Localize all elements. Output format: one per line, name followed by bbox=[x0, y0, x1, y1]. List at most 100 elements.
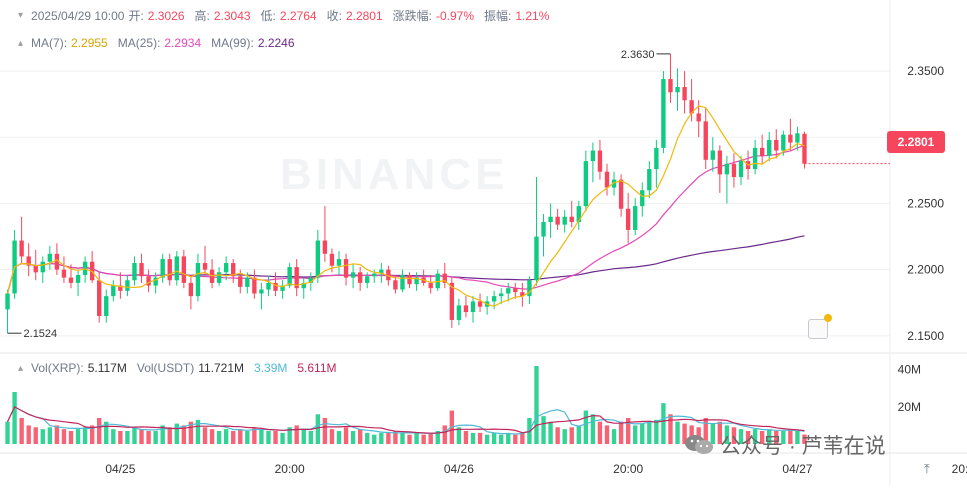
volume-bar bbox=[280, 432, 285, 444]
volume-bar bbox=[442, 425, 447, 444]
volume-bar bbox=[604, 425, 610, 444]
volume-bar bbox=[238, 429, 243, 444]
candle-body bbox=[548, 216, 553, 223]
volume-bar bbox=[710, 423, 715, 444]
ma7-label: MA(7): bbox=[31, 36, 68, 50]
volume-bar bbox=[315, 414, 321, 444]
candle-body bbox=[132, 263, 137, 281]
volume-bar bbox=[132, 427, 137, 444]
candle-body bbox=[456, 305, 462, 320]
volume-bar bbox=[259, 429, 264, 444]
candle-body bbox=[223, 263, 229, 273]
volume-bar bbox=[5, 421, 10, 444]
volume-bar bbox=[160, 425, 165, 444]
candle-body bbox=[336, 259, 342, 266]
candle-body bbox=[527, 280, 532, 297]
volume-bar bbox=[682, 423, 687, 444]
chevron-up-icon[interactable]: ▴ bbox=[18, 37, 24, 49]
volume-bar bbox=[301, 429, 306, 444]
volume-bar bbox=[343, 427, 349, 444]
volume-bar bbox=[633, 425, 638, 444]
volume-bar bbox=[400, 432, 405, 444]
wechat-watermark: 公众号 · 芦苇在说 bbox=[684, 430, 886, 460]
candle-body bbox=[146, 276, 151, 286]
candle-body bbox=[428, 282, 433, 289]
candle-body bbox=[188, 282, 194, 297]
volume-tick-label: 20M bbox=[898, 400, 921, 414]
candle-body bbox=[767, 139, 772, 156]
candle-body bbox=[160, 259, 165, 278]
volume-bar bbox=[513, 434, 518, 444]
volume-bar bbox=[26, 425, 31, 444]
candle-body bbox=[125, 280, 130, 291]
change-label: 涨跌幅: bbox=[392, 9, 432, 23]
volume-bar bbox=[717, 421, 723, 444]
volume-ma1-path bbox=[6, 406, 805, 435]
candle-body bbox=[513, 288, 518, 293]
volume-bar bbox=[202, 427, 208, 444]
candle-body bbox=[393, 280, 398, 290]
candle-body bbox=[19, 240, 24, 257]
candle-body bbox=[675, 86, 680, 93]
x-axis: 04/2520:0004/2620:0004/2720:0004/2820:00… bbox=[105, 462, 967, 476]
candle-body bbox=[111, 285, 116, 297]
volume-bar bbox=[421, 434, 426, 444]
volume-bar bbox=[12, 392, 17, 444]
vol-xrp-label: Vol(XRP): bbox=[31, 361, 84, 375]
ma99-value: 2.2246 bbox=[257, 36, 295, 50]
volume-bar bbox=[393, 431, 398, 444]
chevron-up-icon[interactable]: ▴ bbox=[18, 362, 24, 374]
candle-body bbox=[329, 253, 335, 266]
volume-bar bbox=[125, 431, 130, 444]
volume-bar bbox=[456, 427, 462, 444]
vol-usdt-label: Vol(USDT) bbox=[136, 361, 195, 375]
candle-body bbox=[47, 253, 53, 262]
candle-body bbox=[280, 285, 285, 291]
volume-bar bbox=[181, 425, 187, 444]
volume-bar bbox=[802, 434, 807, 444]
volume-bar bbox=[329, 429, 335, 444]
volume-bar bbox=[618, 421, 624, 444]
volume-bar bbox=[61, 429, 67, 444]
volume-bar bbox=[583, 410, 589, 444]
open-label: 开: bbox=[128, 9, 144, 23]
candle-body bbox=[139, 263, 144, 277]
min-price-label: 2.1524 bbox=[24, 328, 58, 340]
candle-body bbox=[590, 150, 596, 162]
candle-body bbox=[576, 206, 581, 223]
candle-body bbox=[506, 288, 511, 294]
volume-bar bbox=[647, 421, 652, 444]
candle-body bbox=[350, 272, 356, 278]
candle-body bbox=[752, 147, 758, 170]
volume-bar bbox=[82, 427, 88, 444]
volume-bar bbox=[477, 432, 483, 444]
volume-bar bbox=[33, 427, 38, 444]
candle-body bbox=[97, 280, 102, 316]
note-icon[interactable] bbox=[808, 319, 828, 339]
volume-bar bbox=[386, 432, 391, 444]
candle-body bbox=[534, 236, 539, 281]
candle-body bbox=[372, 273, 377, 277]
candle-body bbox=[583, 161, 589, 207]
low-label: 低: bbox=[260, 9, 276, 23]
volume-bar bbox=[597, 421, 603, 444]
candle-body bbox=[477, 301, 483, 307]
candle-body bbox=[562, 216, 567, 225]
vol-ma1-value: 3.39M bbox=[254, 361, 288, 375]
chevron-down-icon[interactable]: ▾ bbox=[18, 10, 24, 21]
candle-body bbox=[118, 285, 123, 291]
volume-bar bbox=[188, 421, 194, 444]
high-label: 高: bbox=[194, 9, 210, 23]
volume-bar bbox=[703, 418, 708, 444]
ma25-value: 2.2934 bbox=[164, 36, 202, 50]
volume-bar bbox=[308, 431, 313, 444]
volume-bar bbox=[611, 429, 617, 444]
scale-reset-icon[interactable]: ⤒ bbox=[924, 461, 930, 476]
candle-body bbox=[167, 259, 172, 281]
candle-body bbox=[407, 274, 412, 285]
candle-body bbox=[308, 277, 313, 283]
candle-body bbox=[357, 272, 363, 283]
